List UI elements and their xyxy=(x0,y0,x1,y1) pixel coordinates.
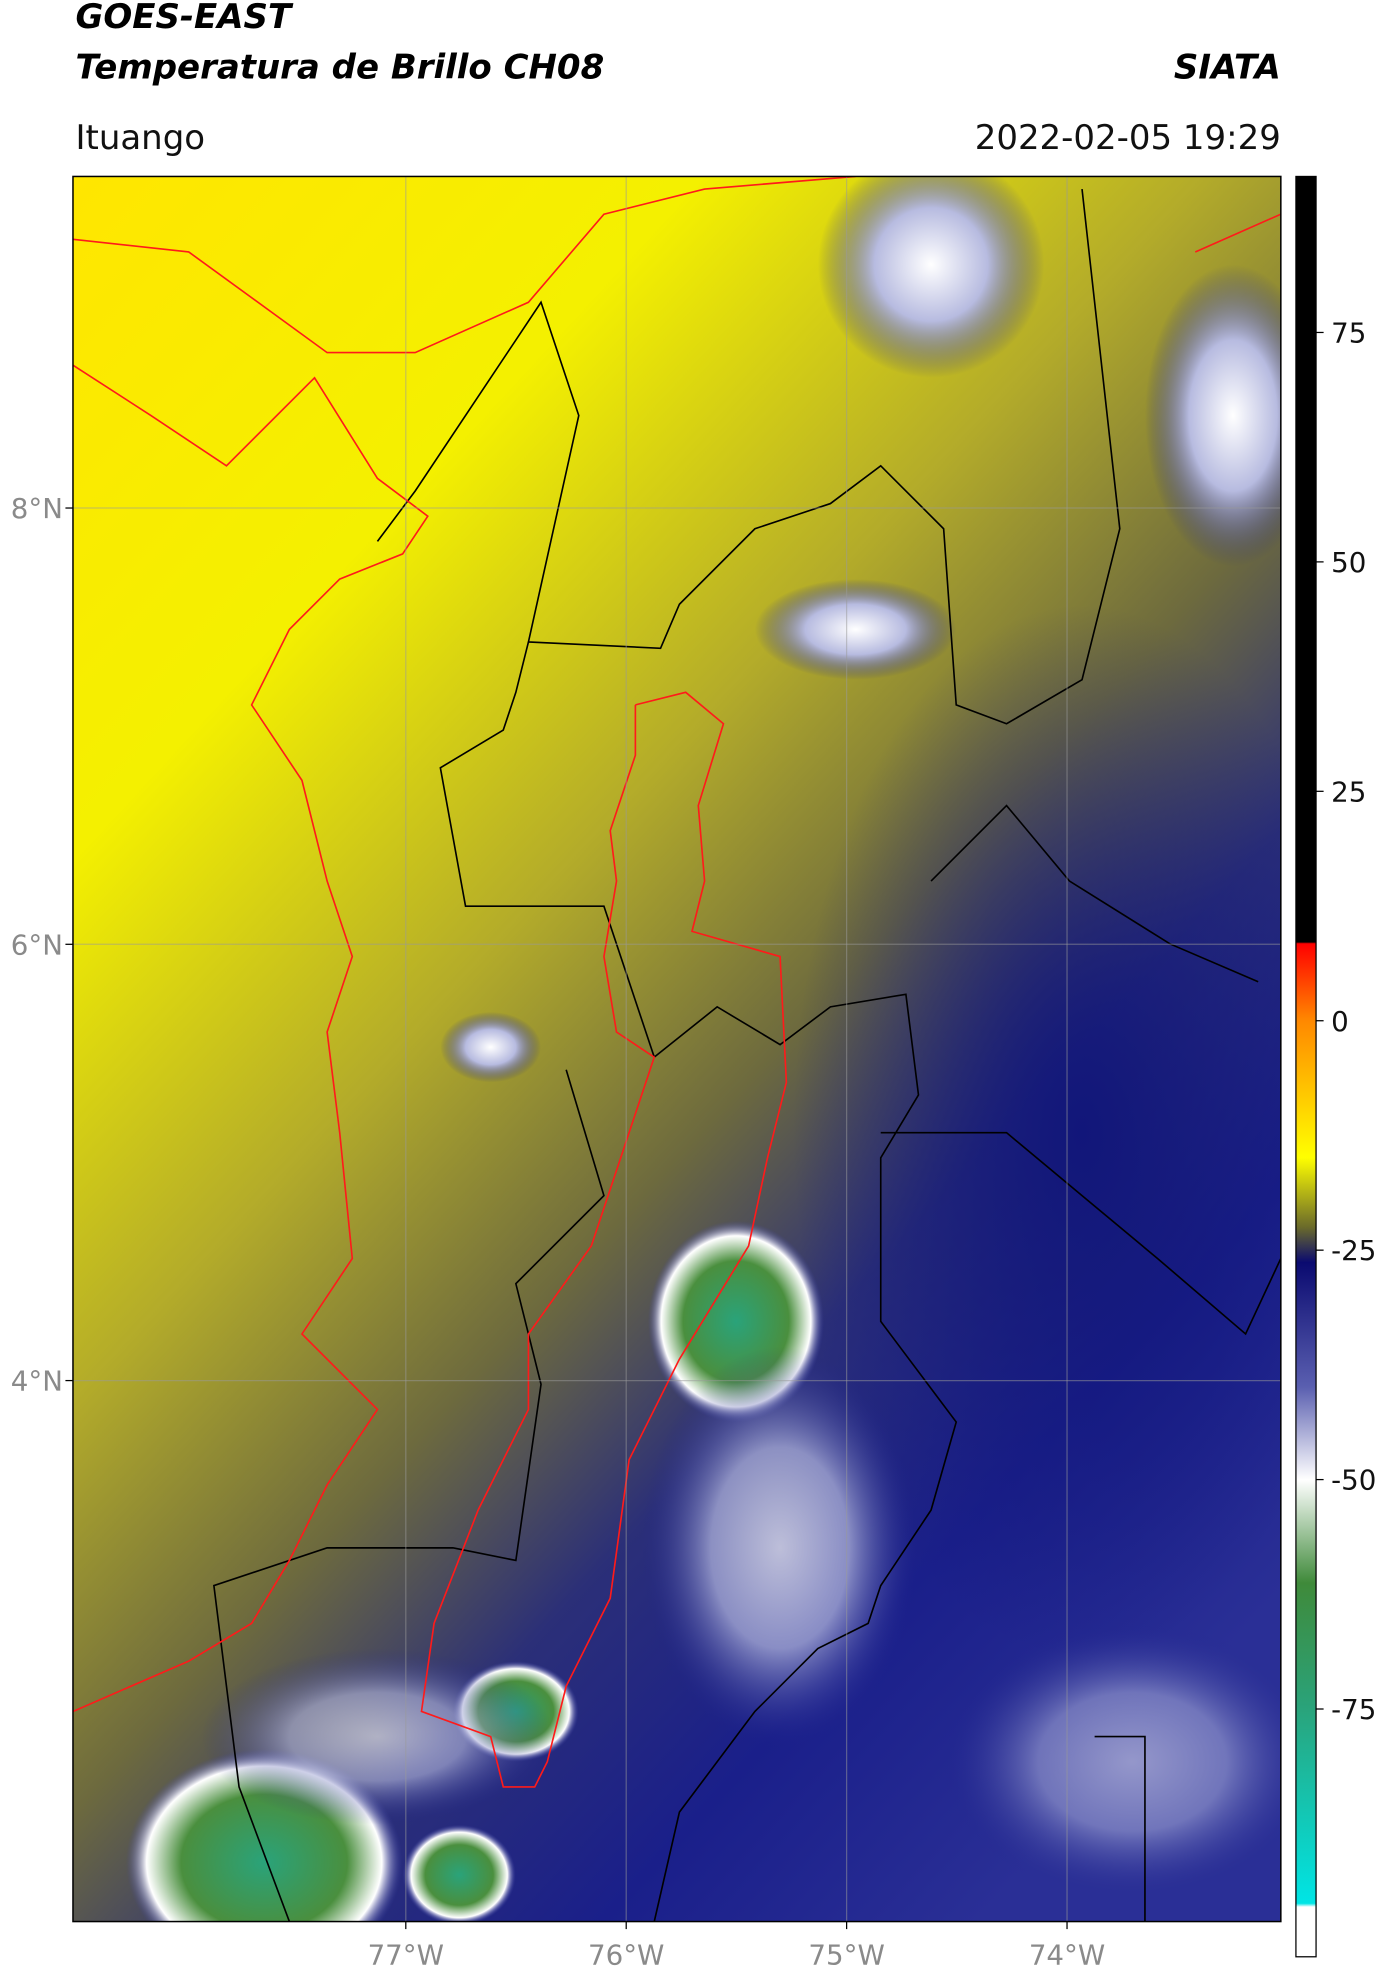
ituango-region xyxy=(420,691,788,1788)
cloud xyxy=(440,1011,542,1083)
cloud xyxy=(402,1824,516,1922)
colorbar-tick-label: 75 xyxy=(1331,317,1366,350)
colorbar-tick-label: 50 xyxy=(1331,546,1366,579)
colorbar-tick-label: 25 xyxy=(1331,775,1366,808)
coast xyxy=(1194,213,1281,253)
map-image xyxy=(72,176,1281,1922)
x-tick-label: 75°W xyxy=(808,1938,884,1971)
x-tick-label: 76°W xyxy=(588,1938,664,1971)
datetime: 2022-02-05 19:29 xyxy=(975,118,1281,158)
border xyxy=(880,1131,1281,1336)
border xyxy=(439,641,958,1922)
coast xyxy=(72,176,856,354)
cloud xyxy=(943,1623,1281,1901)
colorbar xyxy=(1295,175,1317,1958)
cloud xyxy=(817,176,1045,378)
cloud xyxy=(792,604,1281,1661)
colorbar-tick-label: 0 xyxy=(1331,1005,1349,1038)
subtitle: Temperatura de Brillo CH08 xyxy=(75,47,604,87)
x-tick-label: 74°W xyxy=(1029,1938,1105,1971)
source: SIATA xyxy=(1174,47,1281,87)
title: GOES-EAST xyxy=(75,0,293,37)
colorbar-tick-label: -50 xyxy=(1331,1464,1376,1497)
cloud xyxy=(641,1346,919,1750)
y-tick-label: 4°N xyxy=(11,1365,63,1398)
border xyxy=(930,804,1259,983)
border xyxy=(212,1069,605,1922)
y-tick-label: 8°N xyxy=(11,492,63,525)
border xyxy=(1094,1735,1146,1922)
x-tick-label: 77°W xyxy=(368,1938,444,1971)
border xyxy=(376,188,1121,725)
colorbar-tick-label: -25 xyxy=(1331,1234,1376,1267)
location: Ituango xyxy=(75,118,205,158)
colorbar-tick-label: -75 xyxy=(1331,1693,1376,1726)
cloud xyxy=(201,1648,554,1825)
map-frame xyxy=(72,175,1282,1923)
coastline xyxy=(72,176,1281,1788)
cloud xyxy=(754,579,957,680)
y-tick-label: 6°N xyxy=(11,928,63,961)
cloud xyxy=(1144,264,1281,567)
coast xyxy=(72,364,429,1713)
borders xyxy=(212,188,1281,1922)
grid xyxy=(72,176,1281,1922)
